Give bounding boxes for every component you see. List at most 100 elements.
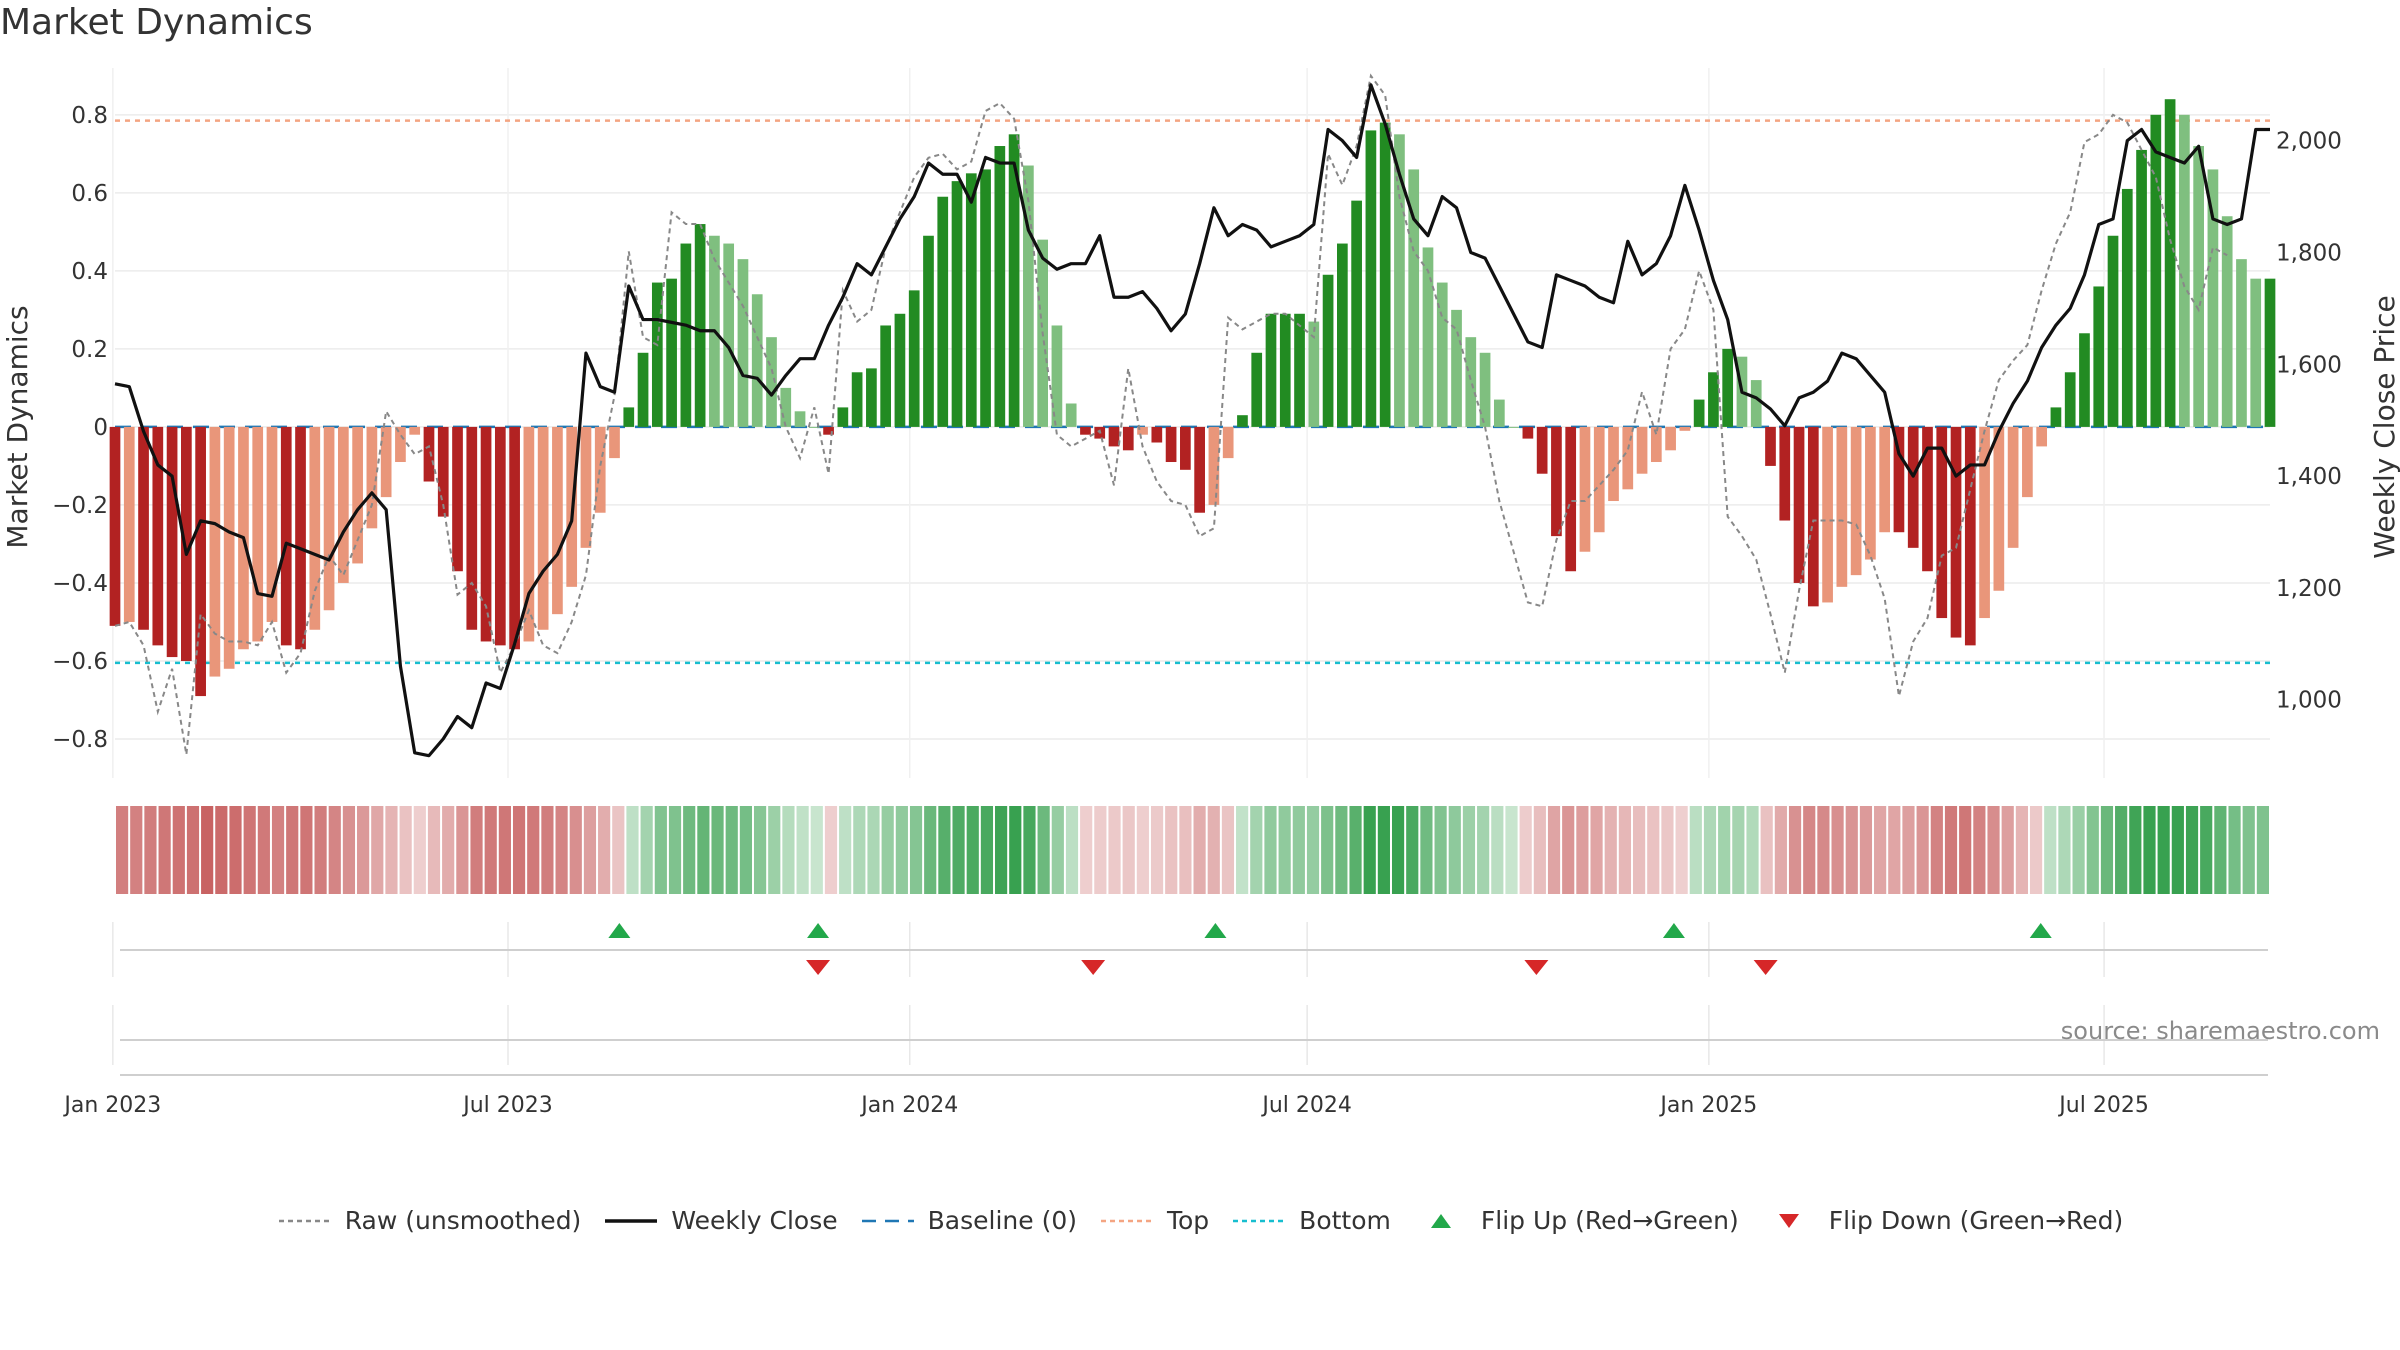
dynamics-bar — [1765, 426, 1776, 466]
dynamics-bar — [1865, 426, 1876, 560]
left-axis-ticks: −0.8 −0.6 −0.4 −0.2 0 0.2 0.4 0.6 0.8 — [52, 103, 108, 753]
date-tick-label: Jul 2023 — [461, 1093, 553, 1118]
heat-cell — [753, 806, 767, 894]
dynamics-bar — [1551, 426, 1562, 537]
heat-cell — [2157, 806, 2170, 894]
legend-item: Raw (unsmoothed) — [277, 1206, 581, 1235]
heat-cell — [1292, 806, 1305, 894]
dynamics-bar — [1023, 165, 1034, 427]
dynamics-bars — [109, 99, 2276, 697]
heat-strip — [116, 806, 2269, 894]
dynamics-bar — [737, 259, 749, 427]
close-line-layer — [114, 83, 2270, 758]
dynamics-bar — [2093, 286, 2105, 427]
heat-cell — [342, 806, 356, 894]
dynamics-bar — [1308, 321, 1320, 427]
raw-line-layer — [114, 73, 2228, 755]
heat-cell — [2086, 806, 2099, 894]
heat-cell — [1306, 806, 1320, 894]
dynamics-bar — [1850, 426, 1862, 576]
heat-cell — [1831, 806, 1844, 894]
heat-cell — [853, 806, 866, 894]
heat-cell — [1590, 806, 1603, 894]
heat-cell — [1462, 806, 1476, 894]
dynamics-bar — [1065, 403, 1077, 427]
heat-cell — [1746, 806, 1759, 894]
dynamics-bar — [1265, 313, 1277, 427]
dynamics-bar — [1080, 426, 1091, 435]
dynamics-bar — [1907, 426, 1919, 548]
dynamics-bar — [580, 426, 592, 548]
dynamics-bar — [2150, 114, 2162, 427]
heat-cell — [1647, 806, 1660, 894]
dynamics-bar — [1436, 282, 1448, 427]
heat-cell — [1930, 806, 1943, 894]
heat-cell — [1519, 806, 1532, 894]
heat-cell — [144, 806, 157, 894]
legend-label: Weekly Close — [671, 1206, 838, 1235]
heat-cell — [1420, 806, 1433, 894]
dynamics-bar — [637, 352, 649, 427]
dynamics-bar — [1379, 122, 1391, 427]
dynamics-bar — [623, 407, 635, 427]
heat-cell — [1236, 806, 1249, 894]
heat-cell — [1094, 806, 1107, 894]
dynamics-bar — [552, 426, 563, 615]
dynamics-bar — [1251, 352, 1263, 427]
y2-tick-label: 2,000 — [2276, 129, 2342, 155]
dynamics-bar — [2264, 278, 2276, 427]
heat-cell — [1902, 806, 1915, 894]
heat-cell — [952, 806, 965, 894]
dynamics-bar — [2050, 407, 2062, 427]
y2-tick-label: 1,200 — [2276, 576, 2342, 602]
dynamics-bar — [295, 426, 306, 650]
heat-cell — [1491, 806, 1504, 894]
heat-cell — [1817, 806, 1830, 894]
heat-cell — [484, 806, 497, 894]
dynamics-bar — [780, 387, 792, 427]
heat-cell — [1264, 806, 1277, 894]
heat-cell — [1250, 806, 1263, 894]
dynamics-bar — [109, 426, 121, 626]
heat-cell — [924, 806, 937, 894]
dynamics-bar — [2207, 169, 2219, 427]
legend-item: Bottom — [1231, 1206, 1391, 1235]
heat-cell — [116, 806, 129, 894]
dynamics-bar — [1665, 426, 1676, 451]
y2-tick-label: 1,000 — [2276, 688, 2342, 714]
heat-cell — [229, 806, 242, 894]
heat-cell — [1661, 806, 1674, 894]
heat-cell — [1944, 806, 1958, 894]
y-tick-label: −0.8 — [52, 727, 108, 753]
heat-cell — [371, 806, 384, 894]
dynamics-bar — [851, 372, 863, 427]
heat-cell — [1080, 806, 1093, 894]
dynamics-bar — [1722, 348, 1734, 427]
dynamics-bar — [1394, 134, 1405, 427]
dynamics-bar — [823, 426, 834, 435]
heat-cell — [271, 806, 285, 894]
heat-cell — [980, 806, 994, 894]
heat-cell — [839, 806, 852, 894]
dynamics-bar — [366, 426, 378, 529]
flip-up-marker — [1662, 923, 1685, 938]
dynamics-bar — [1779, 426, 1791, 521]
heat-cell — [1193, 806, 1206, 894]
dynamics-bar — [2236, 259, 2247, 427]
date-tick-label: Jul 2025 — [2057, 1093, 2149, 1118]
flip-up-marker — [608, 923, 631, 938]
heat-cell — [2015, 806, 2028, 894]
dynamics-bar — [1237, 415, 1248, 427]
heat-cell — [512, 806, 526, 894]
dotted-line-icon — [278, 1219, 331, 1222]
heat-cell — [2029, 806, 2043, 894]
heat-cell — [1718, 806, 1731, 894]
dynamics-bar — [1922, 426, 1933, 572]
heat-cell — [2200, 806, 2213, 894]
raw-line — [114, 73, 2228, 755]
heat-cell — [1547, 806, 1561, 894]
heat-cell — [895, 806, 908, 894]
heat-cell — [1349, 806, 1362, 894]
date-tick-label: Jan 2023 — [62, 1093, 161, 1118]
dynamics-bar — [2079, 333, 2090, 427]
